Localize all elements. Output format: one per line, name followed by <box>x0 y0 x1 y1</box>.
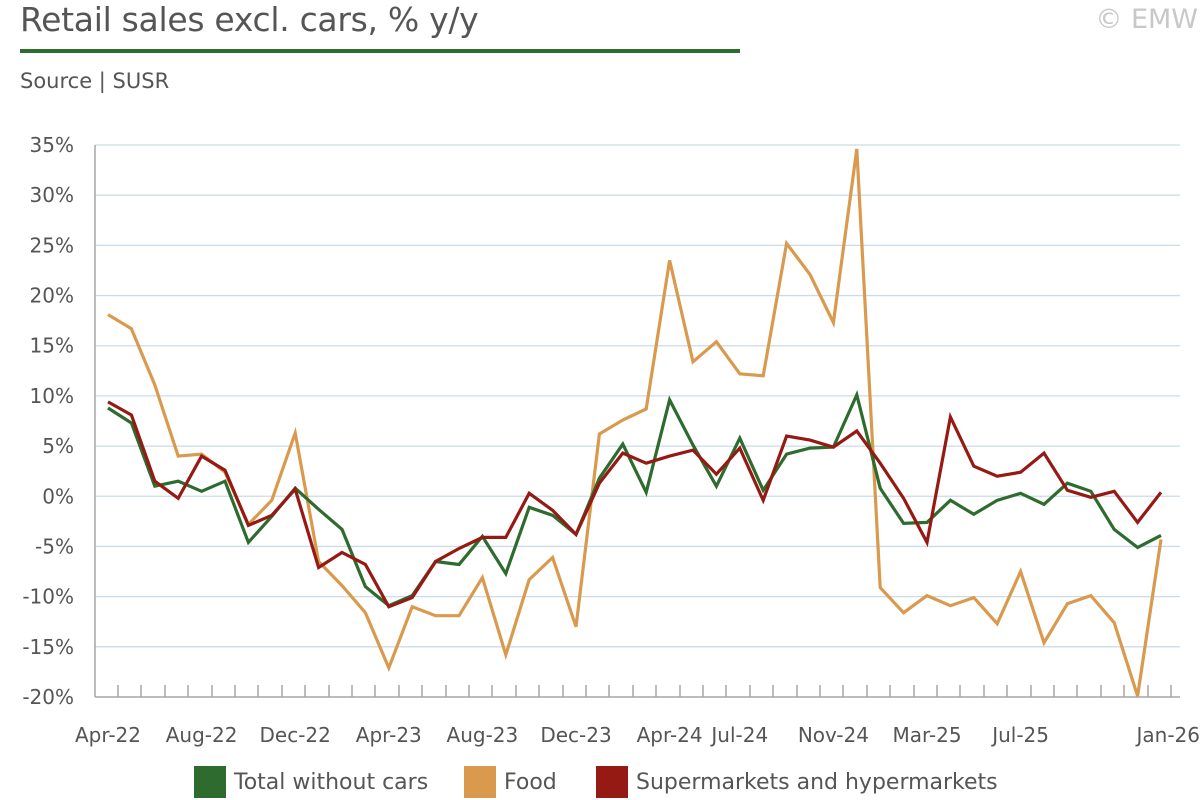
x-tick-label: Apr-24 <box>637 723 703 747</box>
legend-swatch-supermarkets <box>596 766 628 798</box>
x-tick-labels: Apr-22 Aug-22 Dec-22 Apr-23 Aug-23 Dec-23 Apr-… <box>75 723 1200 747</box>
x-tick-label: Apr-23 <box>356 723 422 747</box>
source-label: Source | SUSR <box>20 69 170 93</box>
legend-label-food: Food <box>504 769 557 795</box>
axes <box>94 145 1180 698</box>
legend-swatch-food <box>464 766 496 798</box>
y-tick-label: 30% <box>30 183 74 207</box>
y-tick-label: 15% <box>30 334 74 358</box>
y-tick-label: -20% <box>22 685 74 709</box>
legend-item-total: Total without cars <box>194 766 428 798</box>
y-tick-label: 35% <box>30 133 74 157</box>
y-tick-label: 5% <box>42 434 74 458</box>
y-tick-label: 0% <box>42 484 74 508</box>
chart-title: Retail sales excl. cars, % y/y <box>20 0 479 39</box>
legend-item-food: Food <box>464 766 557 798</box>
x-tick-label: Jan-26 <box>1135 723 1200 747</box>
legend-swatch-total <box>194 766 226 798</box>
series-supermarkets-line <box>107 400 1163 609</box>
series-lines <box>107 148 1163 697</box>
y-tick-label: 10% <box>30 384 74 408</box>
x-tick-label: Mar-25 <box>892 723 961 747</box>
y-tick-label: -5% <box>35 534 74 558</box>
gridlines <box>95 144 1180 648</box>
y-tick-labels: 35% 30% 25% 20% 15% 10% 5% 0% -5% -10% -15% -20% <box>22 133 74 709</box>
x-tick-label: Jul-24 <box>709 723 768 747</box>
legend-label-total: Total without cars <box>234 769 429 795</box>
x-tick-label: Dec-22 <box>260 723 331 747</box>
x-tick-label: Aug-22 <box>166 723 238 747</box>
series-food-line <box>107 148 1163 697</box>
x-tick-label: Jul-25 <box>990 723 1049 747</box>
x-tick-label: Apr-22 <box>75 723 141 747</box>
y-tick-label: 20% <box>30 284 74 308</box>
legend: Total without cars Food Supermarkets and… <box>0 766 1200 800</box>
title-underline <box>20 49 740 53</box>
legend-label-supermarkets: Supermarkets and hypermarkets <box>636 769 998 795</box>
y-tick-label: -15% <box>22 635 74 659</box>
series-total-line <box>107 390 1162 608</box>
x-tick-label: Aug-23 <box>447 723 519 747</box>
copyright-label: © EMW <box>1095 4 1198 35</box>
y-tick-label: -10% <box>22 585 74 609</box>
x-tick-label: Nov-24 <box>798 723 869 747</box>
legend-item-supermarkets: Supermarkets and hypermarkets <box>596 766 998 798</box>
x-tick-label: Dec-23 <box>540 723 611 747</box>
y-tick-label: 25% <box>30 233 74 257</box>
